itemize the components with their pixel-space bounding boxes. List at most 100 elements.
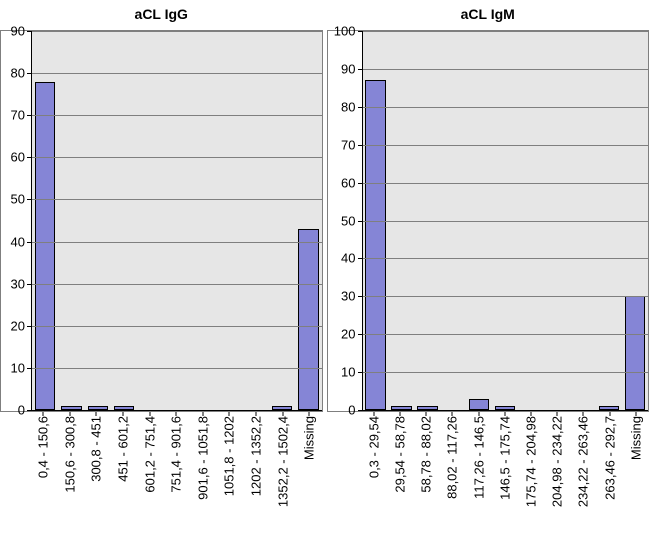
grid-line [363, 145, 649, 146]
bars-group [32, 31, 322, 410]
grid-line [32, 115, 322, 116]
grid-line [32, 31, 322, 32]
grid-line [363, 258, 649, 259]
x-tick-label: 1202 - 1352,2 [249, 416, 264, 496]
y-tick-label: 40 [341, 251, 355, 266]
grid-line [363, 107, 649, 108]
grid-line [32, 73, 322, 74]
y-tick-label: 40 [11, 234, 25, 249]
x-tick-label: 150,6 - 300,8 [62, 416, 77, 493]
panel-acl-igm: aCL IgM 0102030405060708090100 0,3 - 29,… [327, 0, 649, 537]
bar-slot [85, 31, 111, 410]
x-tick-label: 29,54 - 58,78 [392, 416, 407, 493]
x-tick: 1051,8 - 1202 [216, 412, 243, 532]
x-tick-label: 751,4 - 901,6 [169, 416, 184, 493]
x-tick: 234,22 - 263,46 [570, 412, 596, 532]
y-tick-label: 60 [11, 150, 25, 165]
x-tick-label: Missing [302, 416, 317, 460]
grid-line [363, 221, 649, 222]
y-tick-label: 100 [334, 24, 356, 39]
x-tick-label: 300,8 - 451 [89, 416, 104, 482]
y-tick-label: 10 [11, 360, 25, 375]
grid-line [32, 326, 322, 327]
bar [35, 82, 56, 410]
y-tick-label: 70 [11, 108, 25, 123]
y-tick-label: 30 [11, 276, 25, 291]
x-tick-label: 1352,2 - 1502,4 [275, 416, 290, 507]
y-tick-label: 0 [348, 403, 355, 418]
chart-title: aCL IgM [327, 0, 649, 30]
x-tick-label: 204,98 - 234,22 [550, 416, 565, 507]
y-tick-label: 0 [18, 403, 25, 418]
x-tick-label: 175,74 - 204,98 [524, 416, 539, 507]
bar [469, 399, 489, 410]
x-tick-label: 0,4 - 150,6 [36, 416, 51, 478]
chart-title: aCL IgG [0, 0, 323, 30]
bar-slot [137, 31, 163, 410]
y-tick-label: 30 [341, 289, 355, 304]
y-axis: 0102030405060708090 [1, 31, 31, 411]
x-tick-label: 1051,8 - 1202 [222, 416, 237, 496]
y-tick-label: 80 [341, 99, 355, 114]
x-tick: Missing [296, 412, 323, 532]
bar [391, 406, 411, 410]
y-tick-label: 50 [11, 192, 25, 207]
y-tick-label: 50 [341, 213, 355, 228]
chart-container: aCL IgG 0 10 20 30 40 50 60 70 80 90 0,4 - 150,6 1… [0, 0, 649, 537]
x-tick: 146,5 - 175,74 [492, 412, 518, 532]
grid-line [363, 31, 649, 32]
bar-slot [32, 31, 58, 410]
x-tick: 751,4 - 901,6 [163, 412, 190, 532]
grid-line [32, 242, 322, 243]
x-tick-label: 901,6 - 1051,8 [195, 416, 210, 500]
x-tick-label: 601,2 - 751,4 [142, 416, 157, 493]
chart-box: 0102030405060708090100 [327, 30, 649, 412]
x-tick-label: 88,02 - 117,26 [445, 416, 460, 499]
grid-line [32, 368, 322, 369]
bar [599, 406, 619, 410]
x-tick-label: 117,26 - 146,5 [471, 416, 486, 499]
grid-line [363, 372, 649, 373]
x-tick-label: 146,5 - 175,74 [497, 416, 512, 500]
y-tick-label: 80 [11, 66, 25, 81]
x-tick: 1202 - 1352,2 [243, 412, 270, 532]
y-tick-label: 90 [11, 24, 25, 39]
x-tick-label: Missing [628, 416, 643, 460]
y-tick-label: 10 [341, 365, 355, 380]
bar-slot [269, 31, 295, 410]
panel-acl-igg: aCL IgG 0 10 20 30 40 50 60 70 80 90 0,4 - 150,6 1… [0, 0, 323, 537]
x-tick: 88,02 - 117,26 [439, 412, 465, 532]
grid-line [363, 69, 649, 70]
bar [298, 229, 319, 410]
x-tick-label: 263,46 - 292,7 [602, 416, 617, 500]
grid-line [32, 199, 322, 200]
y-tick-label: 90 [341, 61, 355, 76]
bar-slot [58, 31, 84, 410]
bar [625, 296, 645, 410]
x-tick: Missing [623, 412, 649, 532]
y-tick-label: 70 [341, 137, 355, 152]
bar [417, 406, 437, 410]
x-tick: 901,6 - 1051,8 [190, 412, 217, 532]
plot-area [31, 31, 322, 411]
x-tick: 451 - 601,2 [110, 412, 137, 532]
bar [88, 406, 109, 410]
y-tick-label: 20 [11, 318, 25, 333]
bar [61, 406, 82, 410]
bar [495, 406, 515, 410]
x-tick: 175,74 - 204,98 [518, 412, 544, 532]
y-tick-label: 20 [341, 327, 355, 342]
bar-slot [216, 31, 242, 410]
x-tick: 0,3 - 29,54 [361, 412, 387, 532]
bar [272, 406, 293, 410]
grid-line [363, 334, 649, 335]
plot-area [362, 31, 649, 411]
bar [365, 80, 385, 410]
bar-slot [111, 31, 137, 410]
bar-slot [295, 31, 321, 410]
x-tick-label: 0,3 - 29,54 [366, 416, 381, 478]
x-tick-label: 58,78 - 88,02 [419, 416, 434, 493]
grid-line [32, 284, 322, 285]
bar-slot [190, 31, 216, 410]
x-tick: 29,54 - 58,78 [387, 412, 413, 532]
